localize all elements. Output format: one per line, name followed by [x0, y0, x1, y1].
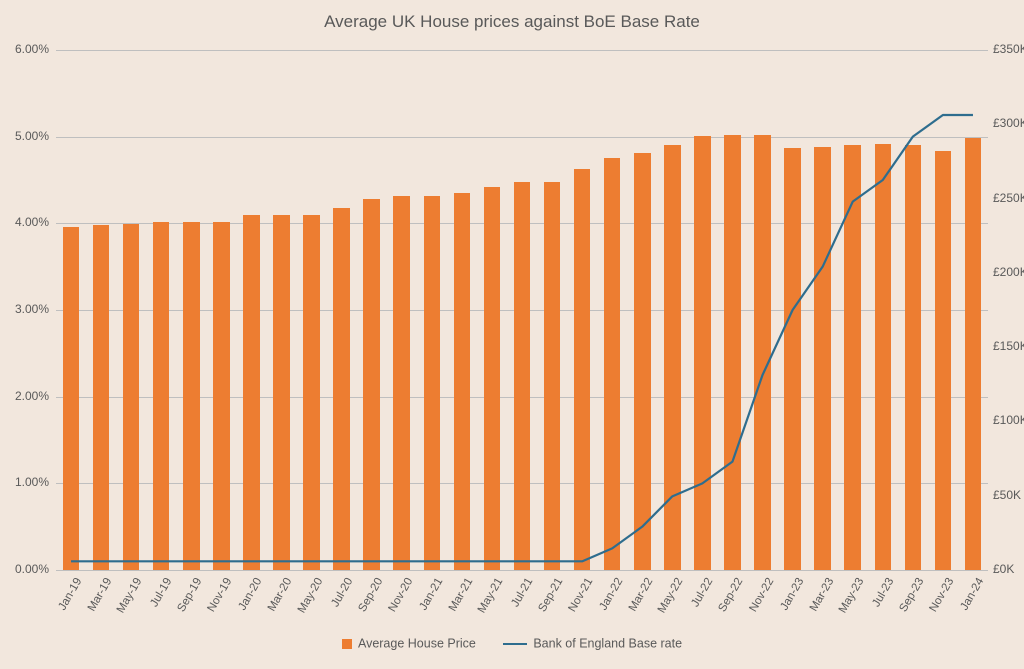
ytick-right: £150K — [993, 339, 1024, 353]
line-layer — [56, 50, 988, 570]
ytick-right: £100K — [993, 413, 1024, 427]
xtick: Mar-22 — [623, 576, 655, 620]
xtick: Nov-23 — [924, 576, 956, 620]
ytick-right: £200K — [993, 265, 1024, 279]
ytick-left: 0.00% — [5, 562, 49, 576]
chart-container: Average UK House prices against BoE Base… — [0, 0, 1024, 669]
legend-label-line: Bank of England Base rate — [533, 637, 682, 651]
xtick: Mar-21 — [443, 576, 475, 620]
xtick: Jan-22 — [593, 576, 625, 620]
ytick-right: £350K — [993, 42, 1024, 56]
xtick: Nov-21 — [563, 576, 595, 620]
xtick: Jan-24 — [954, 576, 986, 620]
ytick-right: £0K — [993, 562, 1014, 576]
line-series — [71, 115, 973, 561]
ytick-left: 5.00% — [5, 129, 49, 143]
ytick-left: 6.00% — [5, 42, 49, 56]
legend: Average House Price Bank of England Base… — [0, 636, 1024, 651]
xtick: May-21 — [473, 576, 505, 620]
ytick-left: 2.00% — [5, 389, 49, 403]
chart-title: Average UK House prices against BoE Base… — [0, 12, 1024, 32]
xtick: Jul-23 — [864, 576, 896, 620]
xtick: Jan-19 — [52, 576, 84, 620]
ytick-right: £250K — [993, 191, 1024, 205]
xtick: May-20 — [293, 576, 325, 620]
legend-swatch-bar — [342, 639, 352, 649]
gridline — [56, 570, 988, 571]
xtick: Jan-23 — [774, 576, 806, 620]
xtick: Jan-20 — [232, 576, 264, 620]
xtick: Sep-20 — [353, 576, 385, 620]
legend-label-bar: Average House Price — [358, 637, 476, 651]
xtick: May-22 — [653, 576, 685, 620]
xtick: Mar-19 — [82, 576, 114, 620]
xtick: May-19 — [112, 576, 144, 620]
xtick: Sep-23 — [894, 576, 926, 620]
xtick: Jul-20 — [323, 576, 355, 620]
xtick: Mar-20 — [262, 576, 294, 620]
xtick: Sep-19 — [172, 576, 204, 620]
ytick-left: 1.00% — [5, 475, 49, 489]
legend-swatch-line — [503, 643, 527, 645]
ytick-right: £300K — [993, 116, 1024, 130]
xtick: May-23 — [834, 576, 866, 620]
ytick-left: 4.00% — [5, 215, 49, 229]
ytick-right: £50K — [993, 488, 1021, 502]
xtick: Nov-19 — [202, 576, 234, 620]
xtick: Jul-19 — [142, 576, 174, 620]
xtick: Mar-23 — [804, 576, 836, 620]
xtick: Jan-21 — [413, 576, 445, 620]
ytick-left: 3.00% — [5, 302, 49, 316]
xtick: Jul-22 — [683, 576, 715, 620]
xtick: Nov-20 — [383, 576, 415, 620]
xtick: Jul-21 — [503, 576, 535, 620]
plot-area — [55, 50, 988, 570]
xtick: Sep-21 — [533, 576, 565, 620]
xtick: Nov-22 — [744, 576, 776, 620]
xtick: Sep-22 — [713, 576, 745, 620]
